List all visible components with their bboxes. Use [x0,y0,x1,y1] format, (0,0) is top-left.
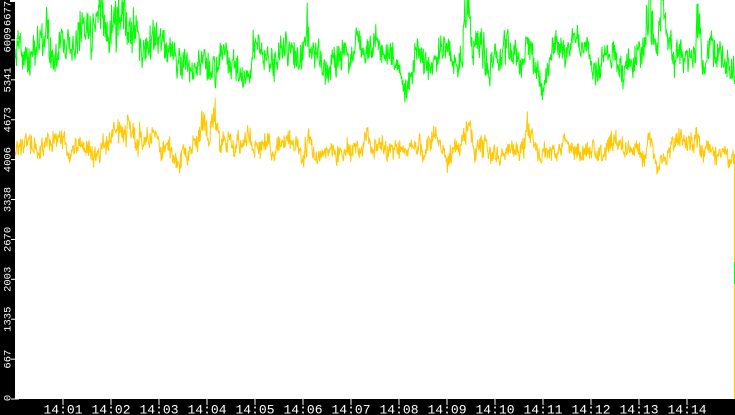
svg-text:667: 667 [3,350,15,369]
svg-text:2670: 2670 [3,227,15,252]
svg-text:14:12: 14:12 [571,403,610,415]
svg-text:1335: 1335 [3,307,15,332]
svg-text:5341: 5341 [3,67,15,92]
svg-text:0: 0 [3,395,15,401]
svg-text:3338: 3338 [3,187,15,212]
svg-text:4006: 4006 [3,147,15,172]
svg-text:14:14: 14:14 [667,403,706,415]
svg-text:6009: 6009 [3,27,15,52]
svg-text:14:04: 14:04 [187,403,226,415]
svg-text:14:02: 14:02 [91,403,130,415]
svg-text:14:11: 14:11 [523,403,562,415]
svg-text:14:10: 14:10 [475,403,514,415]
svg-text:14:13: 14:13 [619,403,658,415]
svg-text:14:09: 14:09 [427,403,466,415]
svg-text:14:06: 14:06 [283,403,322,415]
svg-text:6677: 6677 [3,1,15,26]
svg-text:14:07: 14:07 [331,403,370,415]
svg-text:4673: 4673 [3,107,15,132]
svg-text:14:05: 14:05 [235,403,274,415]
svg-text:2003: 2003 [3,267,15,292]
svg-text:14:03: 14:03 [139,403,178,415]
svg-text:14:01: 14:01 [43,403,82,415]
svg-text:14:08: 14:08 [379,403,418,415]
